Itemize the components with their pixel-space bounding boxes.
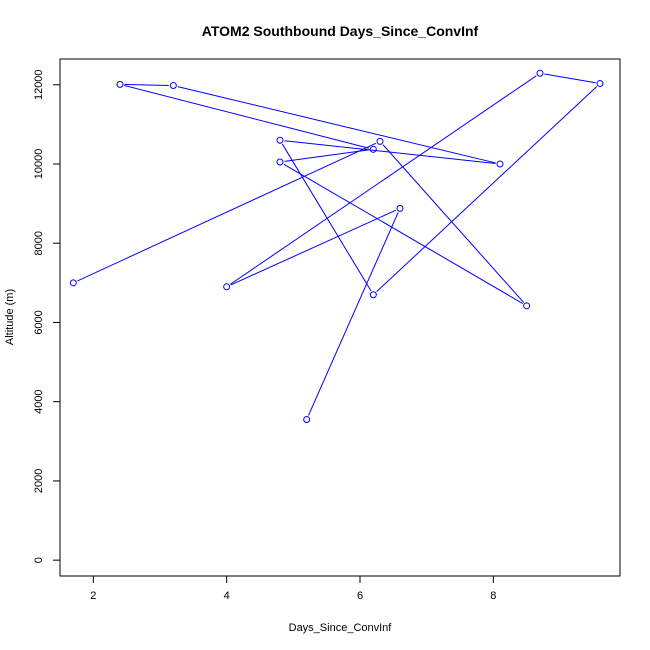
data-point [523, 302, 531, 310]
data-point [169, 82, 177, 90]
y-tick-label: 12000 [33, 69, 45, 100]
data-point [496, 160, 504, 168]
data-point [369, 291, 377, 299]
series-segment [230, 209, 397, 286]
series-layer [69, 69, 604, 424]
data-point [116, 80, 124, 88]
plot-frame [59, 58, 621, 577]
data-point [223, 283, 231, 291]
y-axis: 0 2000 4000 6000 8000 10000 12000 [33, 69, 61, 563]
data-point [536, 69, 544, 77]
series-segment [376, 86, 598, 293]
series-segment [124, 84, 370, 149]
y-tick-label: 10000 [33, 149, 45, 180]
x-axis-label: Days_Since_ConvInf [289, 622, 393, 634]
data-point [276, 136, 284, 144]
y-tick-label: 4000 [33, 389, 45, 413]
series-segment [177, 86, 496, 164]
series-segment [77, 142, 377, 282]
series-segment [283, 163, 524, 304]
y-axis-label: Altitude (m) [4, 289, 16, 345]
data-point [396, 204, 404, 212]
data-point [596, 80, 604, 88]
data-point [376, 137, 384, 145]
series-segment [544, 73, 596, 84]
series-segment [284, 149, 369, 162]
data-point [69, 279, 77, 287]
data-point [303, 416, 311, 424]
series-segment [308, 212, 399, 416]
chart-title: ATOM2 Southbound Days_Since_ConvInf [202, 23, 479, 39]
data-point [276, 158, 284, 166]
series-segment [124, 83, 169, 86]
x-axis: 2 4 6 8 [90, 575, 496, 602]
x-tick-label: 6 [357, 590, 363, 602]
x-tick-label: 4 [224, 590, 230, 602]
x-tick-label: 8 [490, 590, 496, 602]
x-tick-label: 2 [90, 590, 96, 602]
y-tick-label: 8000 [33, 231, 45, 255]
series-segment [230, 75, 537, 285]
series-segment [281, 143, 372, 292]
y-tick-label: 2000 [33, 469, 45, 493]
data-point [369, 145, 377, 153]
series-segment [382, 144, 525, 303]
y-tick-label: 0 [33, 557, 45, 563]
y-tick-label: 6000 [33, 310, 45, 334]
